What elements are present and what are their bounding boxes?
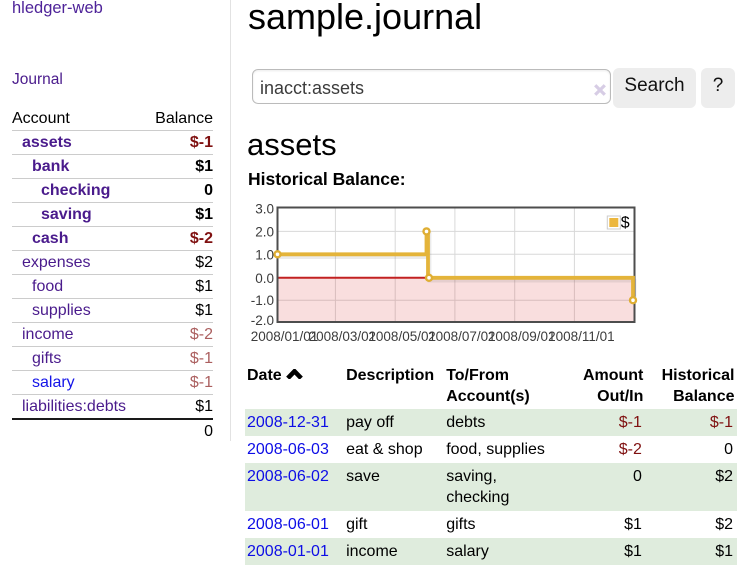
svg-text:2.0: 2.0 (255, 224, 274, 239)
svg-text:0.0: 0.0 (255, 271, 274, 286)
svg-text:3.0: 3.0 (255, 202, 274, 217)
svg-text:2008/01/01: 2008/01/01 (251, 329, 319, 344)
svg-text:$: $ (621, 215, 630, 232)
svg-text:2008/05/01: 2008/05/01 (368, 329, 436, 344)
svg-text:2008/11/01: 2008/11/01 (548, 329, 615, 344)
svg-text:2008/07/01: 2008/07/01 (428, 329, 496, 344)
svg-text:2008/09/01: 2008/09/01 (488, 329, 556, 344)
svg-text:-1.0: -1.0 (251, 293, 274, 308)
svg-text:2008/03/01: 2008/03/01 (309, 329, 377, 344)
svg-text:-2.0: -2.0 (251, 313, 274, 328)
svg-text:1.0: 1.0 (255, 247, 274, 262)
